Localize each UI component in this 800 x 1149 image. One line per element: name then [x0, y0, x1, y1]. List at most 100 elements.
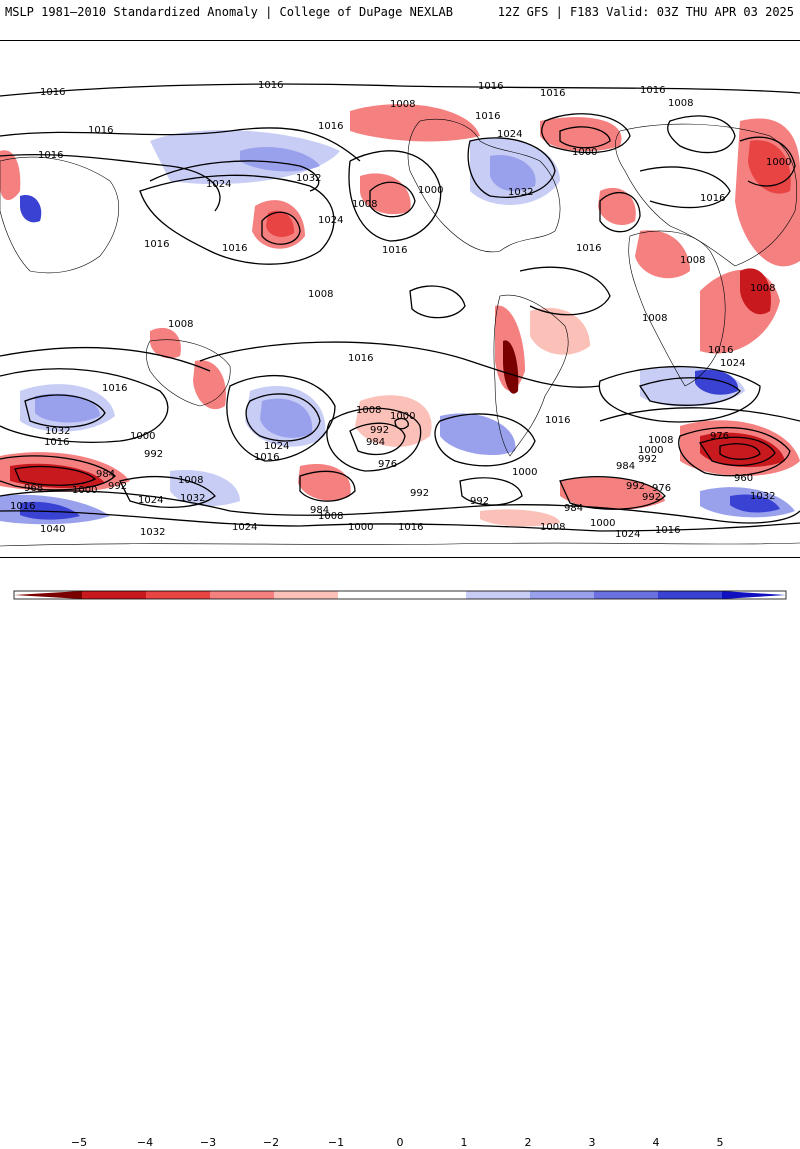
colorbar: −5 −4 −3 −2 −1 0 1 2 3 4 5 — [0, 560, 800, 1149]
colorbar-swatch — [146, 591, 210, 599]
isobar — [24, 394, 106, 428]
anomaly-area — [730, 494, 780, 513]
contour-label: 1016 — [655, 525, 680, 536]
colorbar-label: 3 — [588, 1136, 596, 1149]
contour-label: 1008 — [308, 289, 333, 300]
contour-label: 1016 — [258, 80, 283, 91]
colorbar-right-arrow — [722, 591, 786, 599]
isobar — [149, 160, 320, 192]
colorbar-label: −5 — [70, 1136, 88, 1149]
isobar — [369, 181, 416, 218]
contour-label: 1000 — [512, 467, 537, 478]
contour-label: 1024 — [264, 441, 289, 452]
isobar — [599, 192, 641, 233]
colorbar-swatch — [594, 591, 658, 599]
contour-label: 1032 — [180, 493, 205, 504]
contour-label: 1016 — [10, 501, 35, 512]
contour-label: 976 — [652, 483, 671, 494]
contour-label: 1008 — [668, 98, 693, 109]
contour-label: 1016 — [700, 193, 725, 204]
isobar — [119, 476, 216, 508]
colorbar-swatch — [338, 591, 466, 599]
contour-label: 1008 — [648, 435, 673, 446]
anomaly-area — [20, 501, 80, 520]
model-run-title: 12Z GFS | F183 Valid: 03Z THU APR 03 202… — [497, 5, 794, 19]
contour-label: 984 — [564, 503, 583, 514]
contour-label: 1008 — [680, 255, 705, 266]
isobar — [0, 455, 116, 491]
isobar — [226, 374, 336, 462]
contour-label: 1000 — [418, 185, 443, 196]
isobar — [409, 285, 466, 319]
isobar — [459, 477, 523, 506]
contour-label: 1016 — [382, 245, 407, 256]
contour-label: 992 — [144, 449, 163, 460]
contour-label: 1008 — [390, 99, 415, 110]
contour-label: 992 — [470, 496, 489, 507]
coastline-north-america — [407, 118, 561, 253]
isobar — [719, 443, 761, 460]
contour-label: 1008 — [318, 511, 343, 522]
anomaly-shading — [0, 104, 800, 527]
contour-labels: 1016 1016 1016 1016 1016 1016 1016 1008 … — [10, 80, 791, 540]
map-title: MSLP 1981–2010 Standardized Anomaly | Co… — [5, 5, 453, 19]
isobar — [0, 83, 800, 97]
contour-label: 1024 — [318, 215, 343, 226]
contour-label: 1016 — [222, 243, 247, 254]
isobar — [0, 127, 361, 162]
anomaly-area — [530, 307, 590, 355]
anomaly-area — [10, 463, 105, 489]
contour-label: 1032 — [45, 426, 70, 437]
colorbar-label: −2 — [262, 1136, 280, 1149]
anomaly-area — [150, 327, 181, 359]
contour-label: 1000 — [348, 522, 373, 533]
anomaly-map: 1016 1016 1016 1016 1016 1016 1016 1008 … — [0, 40, 800, 558]
colorbar-graphic — [13, 590, 787, 600]
contour-label: 1016 — [478, 81, 503, 92]
contour-label: 1016 — [708, 345, 733, 356]
anomaly-area — [540, 117, 622, 152]
colorbar-label: 5 — [716, 1136, 724, 1149]
header: MSLP 1981–2010 Standardized Anomaly | Co… — [0, 0, 800, 40]
anomaly-area — [20, 195, 42, 223]
colorbar-swatch — [658, 591, 722, 599]
isobar-contours — [0, 83, 800, 532]
anomaly-area — [260, 398, 313, 438]
contour-label: 1032 — [140, 527, 165, 538]
contour-label: 1024 — [206, 179, 231, 190]
isobar — [0, 510, 800, 532]
isobar — [639, 166, 731, 209]
contour-label: 984 — [616, 461, 635, 472]
colorbar-label: −4 — [136, 1136, 154, 1149]
colorbar-outline — [13, 590, 787, 600]
anomaly-area — [193, 360, 226, 410]
contour-label: 984 — [96, 469, 115, 480]
contour-label: 984 — [310, 505, 329, 516]
contour-label: 1008 — [168, 319, 193, 330]
anomaly-area — [560, 477, 665, 511]
coastline-asia-east — [0, 156, 120, 274]
isobar — [245, 393, 321, 442]
contour-label: 1000 — [390, 411, 415, 422]
isobar — [0, 490, 800, 524]
contour-label: 976 — [378, 459, 397, 470]
colorbar-swatch — [82, 591, 146, 599]
isobar — [394, 417, 409, 430]
contour-label: 1016 — [398, 522, 423, 533]
isobar — [0, 346, 211, 372]
isobar — [638, 377, 741, 406]
isobar — [667, 115, 736, 154]
contour-label: 1016 — [102, 383, 127, 394]
isobar — [14, 465, 97, 486]
contour-label: 992 — [638, 454, 657, 465]
anomaly-area — [298, 464, 351, 501]
isobar — [559, 126, 611, 149]
colorbar-swatch — [274, 591, 338, 599]
contour-label: 984 — [366, 437, 385, 448]
contour-label: 960 — [734, 473, 753, 484]
contour-label: 1016 — [475, 111, 500, 122]
contour-label: 1008 — [642, 313, 667, 324]
contour-label: 1040 — [40, 524, 65, 535]
anomaly-area — [35, 393, 100, 423]
isobar — [199, 341, 601, 388]
